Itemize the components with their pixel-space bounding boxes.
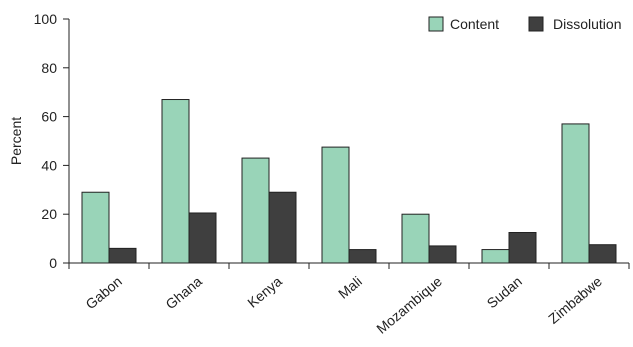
y-tick-label: 20 [41, 206, 57, 222]
x-tick-label: Zimbabwe [545, 273, 605, 327]
legend: Content Dissolution [428, 16, 621, 32]
y-tick-label: 60 [41, 109, 57, 125]
x-tick-label: Kenya [244, 273, 285, 311]
bar-content-ghana [161, 99, 190, 264]
x-tick-label: Mali [335, 273, 365, 302]
y-axis-title: Percent [8, 117, 24, 165]
bar-dissolution-mozambique [428, 245, 457, 264]
bar-dissolution-kenya [268, 191, 297, 264]
x-tick-label: Mozambique [373, 273, 445, 337]
legend-swatch-content [428, 16, 444, 32]
legend-label-content: Content [450, 16, 499, 32]
bar-content-kenya [241, 157, 270, 264]
legend-swatch-dissolution [528, 16, 544, 32]
y-tick-label: 0 [49, 255, 57, 271]
bar-dissolution-ghana [188, 212, 217, 264]
bar-dissolution-gabon [108, 247, 137, 264]
legend-label-dissolution: Dissolution [553, 16, 621, 32]
bar-dissolution-sudan [508, 232, 537, 264]
bar-content-mozambique [401, 213, 430, 264]
bar-content-gabon [81, 191, 110, 264]
y-tick-label: 80 [41, 60, 57, 76]
y-axis: 0 20 40 60 80 100 [34, 11, 70, 271]
bar-dissolution-zimbabwe [588, 244, 617, 264]
bar-content-mali [321, 146, 350, 264]
x-tick-label: Gabon [82, 273, 124, 312]
y-tick-label: 40 [41, 157, 57, 173]
x-tick-label: Ghana [162, 273, 205, 312]
bar-content-zimbabwe [561, 123, 590, 264]
bar-dissolution-mali [348, 249, 377, 264]
bar-content-sudan [481, 249, 510, 264]
bars [81, 99, 617, 264]
x-tick-label: Sudan [484, 273, 525, 311]
y-tick-label: 100 [34, 11, 58, 27]
x-axis: Gabon Ghana Kenya Mali Mozambique Sudan Zimbab… [68, 262, 630, 337]
